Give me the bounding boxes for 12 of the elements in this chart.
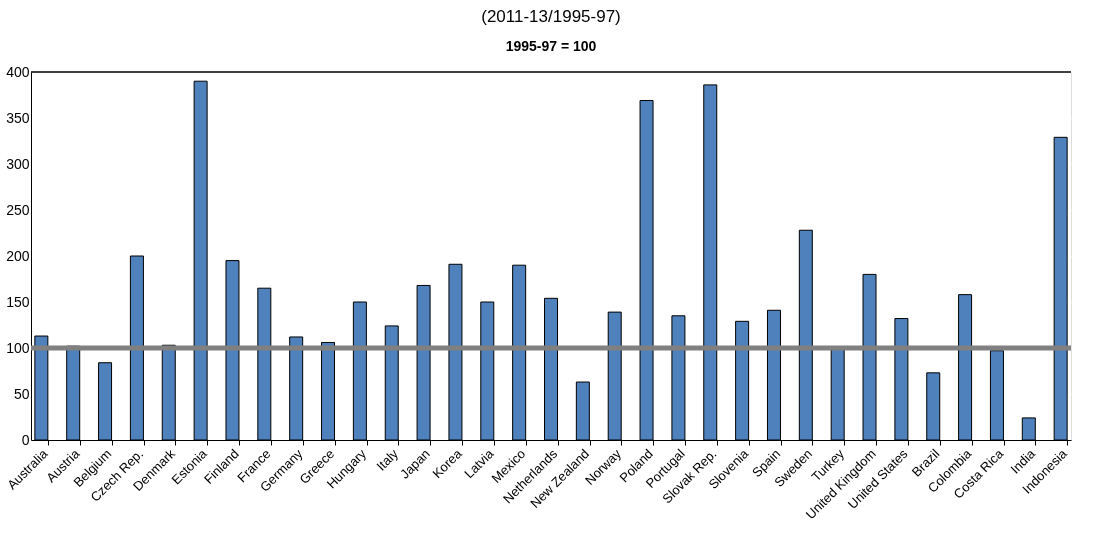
y-tick-label: 50 xyxy=(13,385,30,402)
y-tick-label: 350 xyxy=(6,109,30,126)
y-tick-label: 200 xyxy=(6,247,30,264)
y-tick-label: 150 xyxy=(6,293,30,310)
chart-subtitle: 1995-97 = 100 xyxy=(505,38,597,54)
y-tick-label: 250 xyxy=(6,201,30,218)
y-tick-label: 400 xyxy=(6,63,30,80)
y-tick-label: 300 xyxy=(6,155,30,172)
y-tick-label: 100 xyxy=(6,339,30,356)
y-tick-label: 0 xyxy=(21,431,30,448)
x-tick-label: Italy xyxy=(373,445,402,474)
chart-title: (2011-13/1995-97) xyxy=(481,7,621,26)
